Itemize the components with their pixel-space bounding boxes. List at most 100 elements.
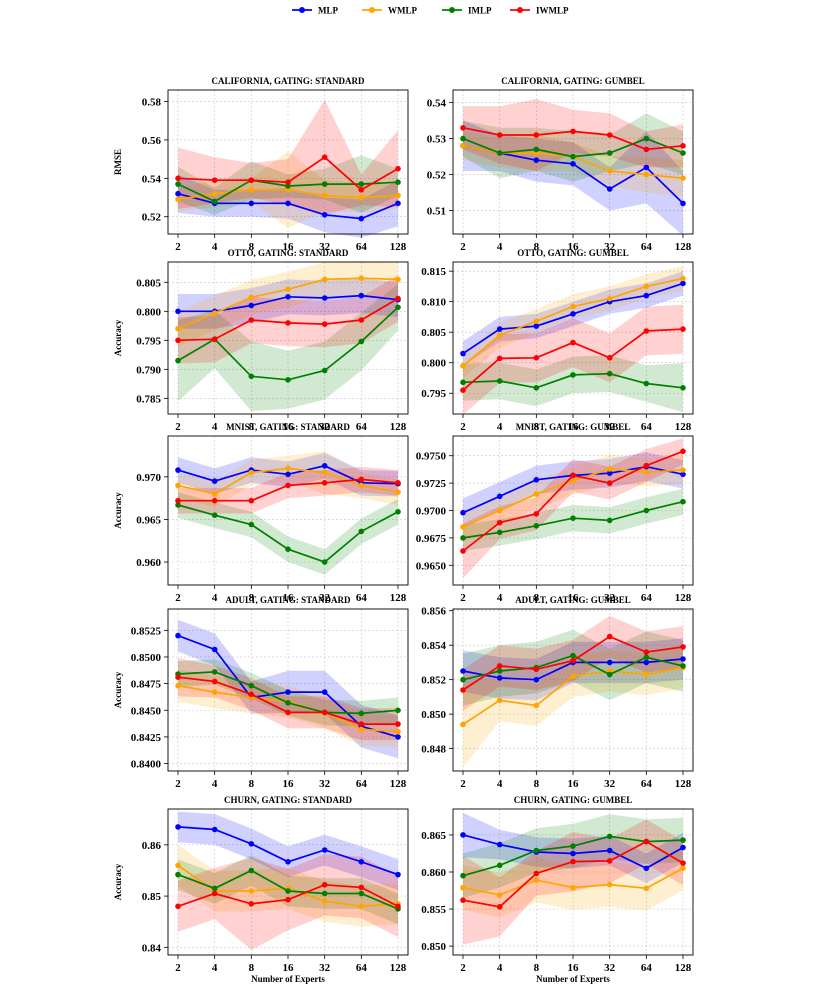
x-tick-label: 16 bbox=[283, 592, 295, 604]
legend-swatch-marker bbox=[517, 7, 523, 13]
point-wmlp bbox=[460, 363, 466, 369]
point-imlp bbox=[496, 378, 503, 384]
x-tick-label: 4 bbox=[212, 421, 218, 433]
y-tick-label: 0.9725 bbox=[416, 478, 447, 490]
x-tick-label: 8 bbox=[249, 778, 255, 790]
point-imlp bbox=[358, 890, 365, 897]
point-imlp bbox=[680, 837, 686, 843]
y-tick-label: 0.800 bbox=[421, 358, 446, 370]
point-mlp bbox=[680, 200, 686, 207]
point-mlp bbox=[321, 847, 328, 853]
point-wmlp bbox=[211, 190, 218, 197]
y-tick-label: 0.795 bbox=[421, 388, 446, 400]
point-mlp bbox=[395, 871, 401, 878]
x-tick-label: 64 bbox=[356, 962, 368, 974]
y-tick-label: 0.850 bbox=[421, 941, 446, 953]
point-imlp bbox=[460, 535, 466, 541]
point-wmlp bbox=[533, 318, 540, 325]
x-tick-label: 16 bbox=[568, 592, 580, 604]
point-imlp bbox=[321, 559, 328, 565]
y-tick-label: 0.852 bbox=[421, 675, 446, 687]
point-wmlp bbox=[248, 469, 255, 476]
point-mlp bbox=[496, 326, 503, 332]
x-tick-label: 2 bbox=[175, 241, 181, 253]
x-tick-label: 128 bbox=[675, 778, 692, 790]
y-tick-label: 0.854 bbox=[421, 640, 446, 652]
y-tick-label: 0.856 bbox=[421, 606, 446, 618]
band-mlp bbox=[463, 271, 683, 366]
point-mlp bbox=[211, 826, 218, 833]
point-iwmlp bbox=[570, 858, 576, 865]
x-tick-label: 2 bbox=[175, 962, 181, 974]
point-iwmlp bbox=[460, 387, 466, 394]
x-tick-label: 2 bbox=[460, 421, 466, 433]
point-mlp bbox=[175, 467, 181, 473]
point-mlp bbox=[358, 859, 365, 865]
point-imlp bbox=[570, 372, 576, 378]
point-wmlp bbox=[533, 877, 540, 883]
y-tick-label: 0.8425 bbox=[131, 732, 162, 744]
x-tick-label: 32 bbox=[604, 421, 616, 433]
point-iwmlp bbox=[321, 154, 328, 160]
point-mlp bbox=[175, 632, 181, 639]
point-mlp bbox=[285, 689, 291, 695]
point-iwmlp bbox=[533, 511, 540, 517]
point-wmlp bbox=[460, 143, 466, 149]
y-tick-label: 0.850 bbox=[421, 709, 446, 721]
point-iwmlp bbox=[533, 666, 540, 673]
chart-panel-4: 0.960 0.965 0.970 2 4 8 16 32 64 128 MNIST, GATING… bbox=[113, 422, 409, 604]
point-imlp bbox=[248, 682, 255, 689]
point-iwmlp bbox=[248, 901, 255, 907]
point-iwmlp bbox=[680, 860, 686, 866]
point-wmlp bbox=[496, 892, 503, 898]
band-mlp bbox=[178, 811, 398, 890]
x-tick-label: 128 bbox=[675, 592, 692, 604]
point-imlp bbox=[285, 700, 291, 706]
point-iwmlp bbox=[496, 663, 503, 669]
y-tick-label: 0.810 bbox=[421, 297, 446, 309]
x-tick-label: 16 bbox=[283, 421, 295, 433]
x-tick-label: 2 bbox=[460, 592, 466, 604]
x-tick-label: 64 bbox=[356, 592, 368, 604]
chart-title: OTTO, GATING: GUMBEL bbox=[517, 248, 628, 258]
point-mlp bbox=[175, 308, 181, 315]
band-wmlp bbox=[178, 669, 398, 748]
x-tick-label: 8 bbox=[249, 592, 255, 604]
point-iwmlp bbox=[570, 657, 576, 664]
legend-label: MLP bbox=[318, 6, 338, 16]
point-iwmlp bbox=[175, 903, 181, 910]
point-wmlp bbox=[321, 276, 328, 283]
band-imlp bbox=[463, 629, 683, 706]
x-tick-label: 64 bbox=[641, 592, 653, 604]
x-tick-label: 4 bbox=[212, 778, 218, 790]
y-tick-label: 0.84 bbox=[142, 942, 162, 954]
y-tick-label: 0.54 bbox=[427, 98, 447, 110]
y-tick-label: 0.58 bbox=[142, 97, 162, 109]
point-imlp bbox=[285, 377, 291, 383]
point-iwmlp bbox=[321, 709, 328, 716]
x-tick-label: 128 bbox=[390, 778, 407, 790]
point-iwmlp bbox=[680, 448, 686, 455]
point-wmlp bbox=[211, 689, 218, 695]
point-wmlp bbox=[643, 885, 650, 892]
point-wmlp bbox=[211, 491, 218, 497]
point-iwmlp bbox=[680, 143, 686, 149]
point-mlp bbox=[211, 478, 218, 484]
band-iwmlp bbox=[178, 275, 398, 364]
point-iwmlp bbox=[248, 317, 255, 323]
point-wmlp bbox=[606, 466, 613, 472]
y-tick-label: 0.8500 bbox=[131, 652, 162, 664]
point-mlp bbox=[680, 280, 686, 287]
point-imlp bbox=[211, 885, 218, 892]
point-wmlp bbox=[395, 489, 401, 496]
point-imlp bbox=[496, 529, 503, 536]
y-tick-label: 0.960 bbox=[136, 557, 161, 569]
point-wmlp bbox=[680, 865, 686, 872]
point-imlp bbox=[175, 181, 181, 187]
point-iwmlp bbox=[395, 295, 401, 302]
band-imlp bbox=[463, 355, 683, 413]
point-mlp bbox=[248, 200, 255, 207]
point-iwmlp bbox=[496, 904, 503, 910]
band-wmlp bbox=[178, 451, 398, 507]
point-mlp bbox=[680, 471, 686, 478]
